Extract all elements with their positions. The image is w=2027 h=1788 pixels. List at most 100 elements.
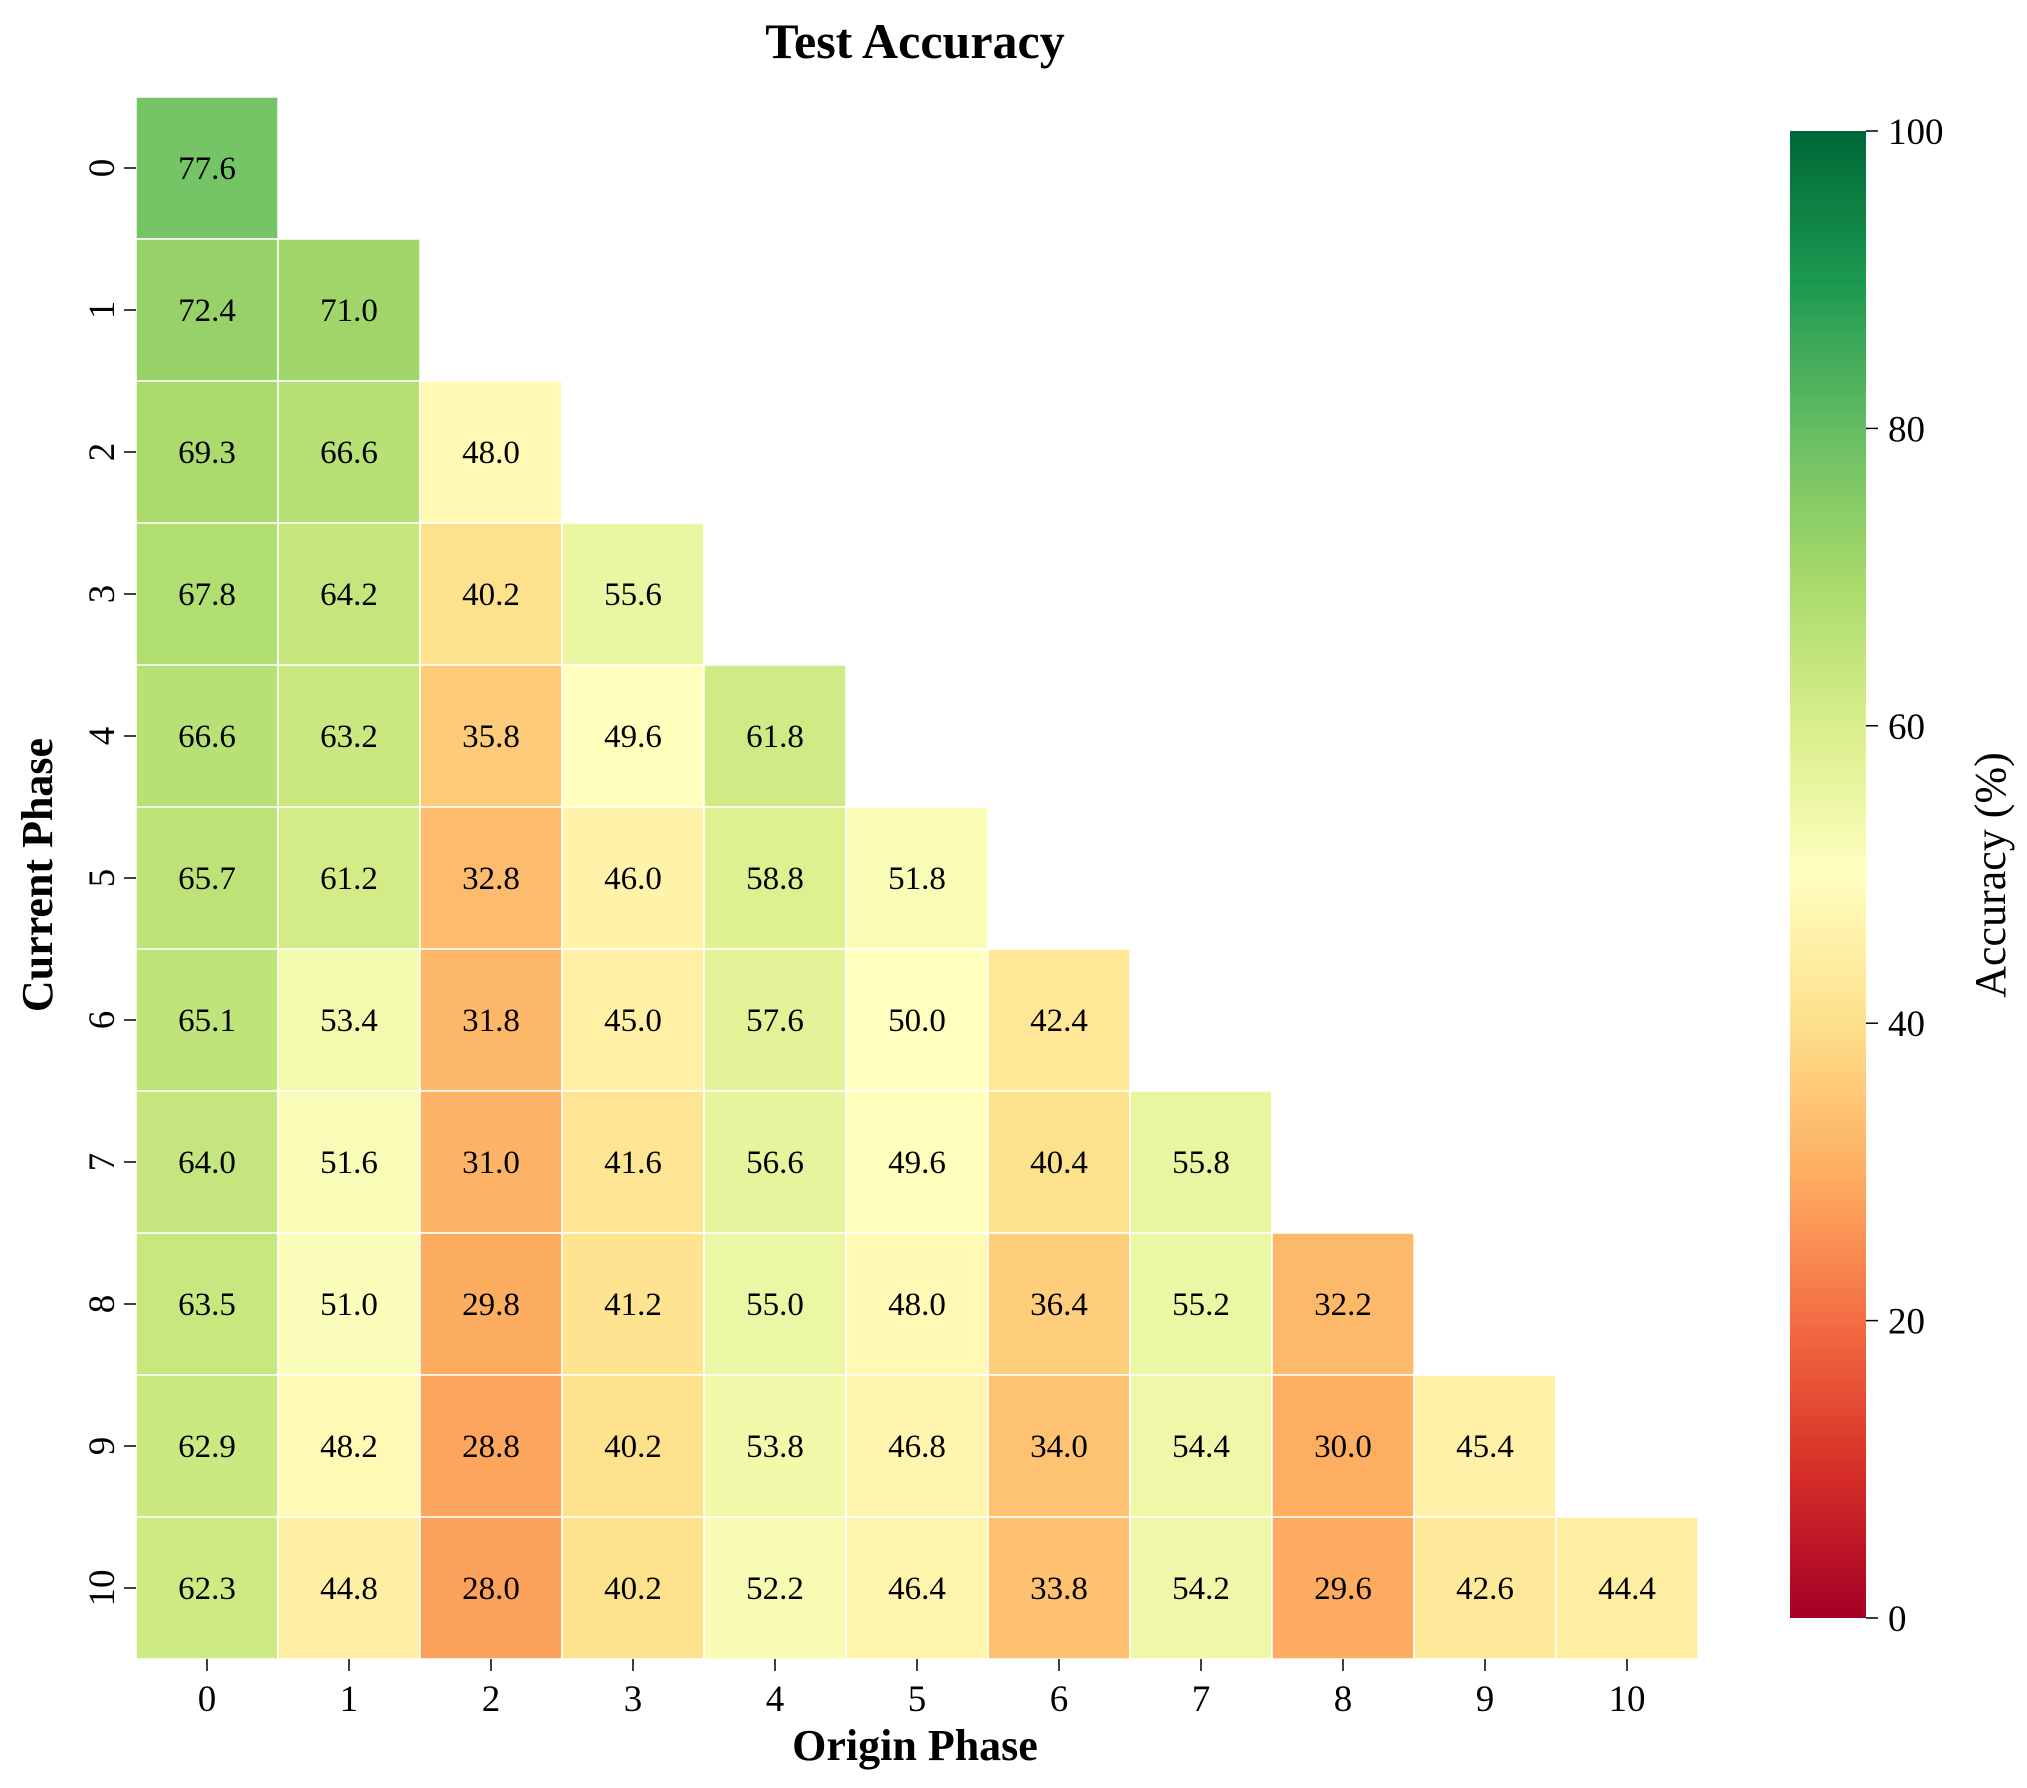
cell-value-label: 55.8 [1172, 1145, 1230, 1181]
heatmap-cell [1555, 1516, 1699, 1660]
cell-value-label: 41.2 [604, 1287, 662, 1323]
heatmap-cell [561, 948, 705, 1092]
cell-value-label: 61.2 [320, 861, 378, 897]
heatmap-cell [419, 380, 563, 524]
cell-value-label: 64.2 [320, 577, 378, 613]
heatmap-cell [845, 806, 989, 950]
heatmap-cell [845, 1516, 989, 1660]
heatmap-cell [1271, 1516, 1415, 1660]
heatmap-cell [135, 96, 279, 240]
x-tick-label: 9 [1476, 1679, 1495, 1720]
cell-value-label: 51.8 [888, 861, 946, 897]
x-tick-label: 8 [1334, 1679, 1353, 1720]
heatmap-cell [1129, 1374, 1273, 1518]
cell-value-label: 40.2 [604, 1429, 662, 1465]
heatmap-cell [1129, 1090, 1273, 1234]
cell-value-label: 61.8 [746, 719, 804, 755]
cell-value-label: 65.7 [178, 861, 236, 897]
cell-value-label: 57.6 [746, 1003, 804, 1039]
colorbar-tick-label: 40 [1888, 1004, 1925, 1045]
y-tick-label: 6 [82, 1011, 123, 1030]
cell-value-label: 48.0 [888, 1287, 946, 1323]
heatmap-cell [703, 806, 847, 950]
cell-value-label: 32.8 [462, 861, 520, 897]
cell-value-label: 46.8 [888, 1429, 946, 1465]
heatmap-cell [277, 664, 421, 808]
heatmap-cell [277, 380, 421, 524]
cell-value-label: 50.0 [888, 1003, 946, 1039]
y-axis-ticks: 0 1 2 3 4 5 6 7 8 9 10 [82, 159, 136, 1607]
cell-value-label: 53.4 [320, 1003, 378, 1039]
x-tick-label: 1 [340, 1679, 359, 1720]
heatmap-cells: 77.6 72.4 71.0 69.3 66.6 48.0 67.8 64.2 40.2 55.6… [135, 96, 1699, 1660]
heatmap-cell [277, 522, 421, 666]
cell-value-label: 64.0 [178, 1145, 236, 1181]
cell-value-label: 41.6 [604, 1145, 662, 1181]
cell-value-label: 40.2 [462, 577, 520, 613]
cell-value-label: 54.2 [1172, 1571, 1230, 1607]
cell-value-label: 55.6 [604, 577, 662, 613]
heatmap-cell [419, 664, 563, 808]
heatmap-cell [987, 1232, 1131, 1376]
heatmap-cell [277, 1516, 421, 1660]
x-axis-label: Origin Phase [792, 1721, 1038, 1770]
cell-value-label: 51.0 [320, 1287, 378, 1323]
x-tick-label: 2 [482, 1679, 501, 1720]
heatmap-cell [1413, 1374, 1557, 1518]
heatmap-cell [561, 664, 705, 808]
x-tick-label: 3 [624, 1679, 643, 1720]
cell-value-label: 44.8 [320, 1571, 378, 1607]
heatmap-cell [135, 1090, 279, 1234]
y-tick-label: 9 [82, 1437, 123, 1456]
cell-value-label: 71.0 [320, 293, 378, 329]
cell-value-label: 48.2 [320, 1429, 378, 1465]
colorbar-label: Accuracy (%) [1966, 752, 2015, 998]
cell-value-label: 56.6 [746, 1145, 804, 1181]
x-tick-label: 10 [1609, 1679, 1646, 1720]
cell-value-label: 34.0 [1030, 1429, 1088, 1465]
heatmap-cell [561, 806, 705, 950]
heatmap-cell [845, 1232, 989, 1376]
heatmap-cell [135, 1516, 279, 1660]
cell-value-label: 49.6 [888, 1145, 946, 1181]
heatmap-cell [987, 948, 1131, 1092]
heatmap-cell [135, 1232, 279, 1376]
cell-value-label: 58.8 [746, 861, 804, 897]
cell-value-label: 42.6 [1456, 1571, 1514, 1607]
cell-value-label: 30.0 [1314, 1429, 1372, 1465]
heatmap-cell [1271, 1374, 1415, 1518]
cell-value-label: 48.0 [462, 435, 520, 471]
y-tick-label: 1 [82, 301, 123, 320]
cell-value-label: 32.2 [1314, 1287, 1372, 1323]
cell-value-label: 35.8 [462, 719, 520, 755]
cell-value-label: 53.8 [746, 1429, 804, 1465]
heatmap-cell [419, 1374, 563, 1518]
cell-value-label: 63.5 [178, 1287, 236, 1323]
cell-value-label: 66.6 [320, 435, 378, 471]
cell-value-label: 33.8 [1030, 1571, 1088, 1607]
heatmap-cell [845, 948, 989, 1092]
cell-value-label: 31.0 [462, 1145, 520, 1181]
heatmap-cell [561, 1232, 705, 1376]
heatmap-cell [277, 1232, 421, 1376]
heatmap-cell [135, 1374, 279, 1518]
cell-value-label: 36.4 [1030, 1287, 1088, 1323]
cell-value-label: 29.8 [462, 1287, 520, 1323]
heatmap-cell [703, 1374, 847, 1518]
heatmap-cell [561, 1516, 705, 1660]
x-tick-label: 7 [1192, 1679, 1211, 1720]
y-tick-label: 2 [82, 443, 123, 462]
heatmap-cell [277, 1374, 421, 1518]
cell-value-label: 55.2 [1172, 1287, 1230, 1323]
y-tick-label: 7 [82, 1153, 123, 1172]
heatmap-cell [135, 238, 279, 382]
heatmap-cell [419, 1232, 563, 1376]
cell-value-label: 46.0 [604, 861, 662, 897]
cell-value-label: 40.2 [604, 1571, 662, 1607]
heatmap-cell [135, 948, 279, 1092]
cell-value-label: 55.0 [746, 1287, 804, 1323]
cell-value-label: 45.4 [1456, 1429, 1514, 1465]
cell-value-label: 69.3 [178, 435, 236, 471]
colorbar-tick-label: 0 [1888, 1599, 1907, 1640]
